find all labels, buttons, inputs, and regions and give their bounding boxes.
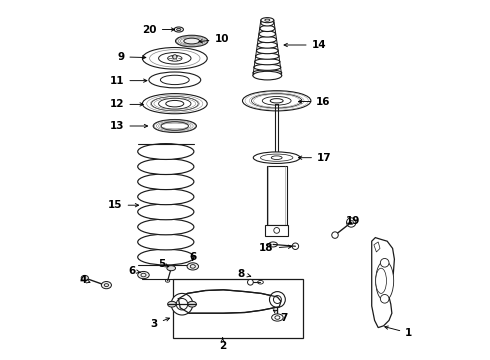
Circle shape	[172, 55, 177, 59]
Ellipse shape	[171, 293, 193, 315]
Ellipse shape	[153, 120, 196, 132]
Ellipse shape	[255, 59, 280, 65]
Circle shape	[380, 258, 389, 267]
Ellipse shape	[138, 249, 194, 265]
Ellipse shape	[188, 301, 196, 307]
Circle shape	[349, 220, 353, 225]
Ellipse shape	[138, 159, 194, 175]
Ellipse shape	[261, 20, 274, 26]
Text: 6: 6	[128, 266, 141, 276]
Ellipse shape	[376, 261, 393, 301]
Circle shape	[346, 218, 356, 227]
Ellipse shape	[254, 64, 281, 70]
Ellipse shape	[168, 301, 176, 307]
Text: 4: 4	[79, 275, 90, 285]
Text: 10: 10	[199, 34, 229, 44]
Text: 3: 3	[150, 318, 170, 329]
Ellipse shape	[138, 204, 194, 220]
Ellipse shape	[101, 282, 111, 289]
Bar	[173, 279, 303, 338]
Ellipse shape	[258, 36, 276, 42]
Ellipse shape	[256, 53, 279, 59]
Text: 5: 5	[158, 258, 169, 269]
Ellipse shape	[253, 70, 282, 76]
Text: 13: 13	[110, 121, 147, 131]
Text: 6: 6	[189, 252, 196, 262]
Ellipse shape	[167, 266, 175, 271]
Ellipse shape	[271, 314, 283, 321]
Ellipse shape	[138, 174, 194, 190]
Ellipse shape	[257, 42, 277, 48]
Circle shape	[274, 228, 280, 233]
Text: 7: 7	[273, 310, 288, 323]
Polygon shape	[374, 242, 380, 252]
Ellipse shape	[259, 31, 275, 37]
Text: 15: 15	[108, 200, 139, 210]
Ellipse shape	[81, 275, 88, 280]
Ellipse shape	[260, 26, 275, 32]
Ellipse shape	[138, 234, 194, 250]
Text: 18: 18	[259, 243, 292, 253]
Ellipse shape	[253, 152, 300, 163]
Ellipse shape	[270, 292, 285, 307]
Polygon shape	[372, 238, 394, 328]
Ellipse shape	[149, 72, 201, 88]
Text: 19: 19	[346, 216, 360, 226]
Circle shape	[292, 243, 298, 249]
Text: 9: 9	[117, 52, 146, 62]
Ellipse shape	[176, 28, 181, 31]
Ellipse shape	[143, 48, 207, 69]
Text: 1: 1	[385, 326, 413, 338]
Bar	[267, 166, 287, 225]
Circle shape	[247, 279, 253, 285]
Ellipse shape	[138, 271, 149, 279]
Ellipse shape	[175, 35, 208, 47]
Bar	[265, 225, 288, 236]
Ellipse shape	[138, 144, 194, 159]
Ellipse shape	[261, 18, 274, 23]
Text: 2: 2	[219, 338, 226, 351]
Circle shape	[332, 232, 338, 238]
Polygon shape	[178, 290, 281, 313]
Text: 16: 16	[298, 96, 331, 107]
Text: 12: 12	[110, 99, 143, 109]
Circle shape	[380, 294, 389, 303]
Ellipse shape	[138, 189, 194, 205]
Text: 14: 14	[284, 40, 326, 50]
Ellipse shape	[243, 91, 311, 111]
Ellipse shape	[143, 94, 207, 114]
Ellipse shape	[187, 263, 198, 270]
Ellipse shape	[138, 219, 194, 235]
Ellipse shape	[253, 71, 282, 80]
Text: 11: 11	[110, 76, 147, 86]
Ellipse shape	[256, 48, 278, 54]
Text: 17: 17	[298, 153, 332, 163]
Text: 20: 20	[142, 24, 174, 35]
Text: 8: 8	[238, 269, 251, 279]
Ellipse shape	[376, 268, 387, 293]
